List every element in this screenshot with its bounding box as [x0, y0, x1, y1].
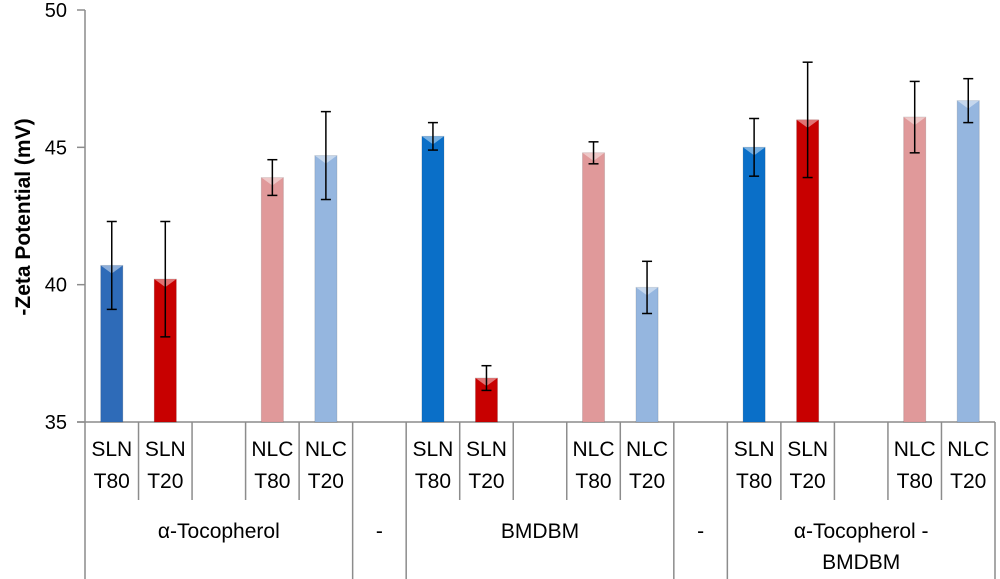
y-tick-label: 35 [45, 412, 67, 434]
category-label: T20 [468, 470, 504, 493]
bar-shading [582, 152, 605, 422]
category-label: T80 [94, 470, 130, 493]
category-label: T80 [254, 470, 290, 493]
group-label: - [376, 520, 383, 543]
category-label: NLC [573, 438, 615, 461]
category-label: SLN [91, 438, 132, 461]
category-label: T20 [629, 470, 665, 493]
category-label: NLC [626, 438, 668, 461]
group-label: - [697, 520, 704, 543]
category-label: SLN [413, 438, 454, 461]
bar-shading [743, 147, 766, 423]
category-label: SLN [466, 438, 507, 461]
y-tick-label: 50 [45, 0, 67, 22]
bar-shading [475, 378, 498, 422]
category-label: T20 [147, 470, 183, 493]
y-axis-label: -Zeta Potential (mV) [12, 118, 35, 315]
bar-shading [154, 279, 177, 422]
category-label: SLN [787, 438, 828, 461]
bar-shading [903, 117, 926, 423]
group-label: BMDBM [501, 520, 579, 543]
y-tick-label: 40 [45, 275, 67, 297]
category-label: T20 [308, 470, 344, 493]
category-label: T80 [415, 470, 451, 493]
category-label: T80 [897, 470, 933, 493]
bar-shading [636, 287, 659, 422]
category-label: NLC [305, 438, 347, 461]
bar-shading [957, 100, 980, 422]
category-label: NLC [894, 438, 936, 461]
group-label: α-Tocopherol [158, 520, 280, 543]
category-label: T20 [790, 470, 826, 493]
category-label: T80 [736, 470, 772, 493]
y-tick-label: 45 [45, 137, 67, 159]
group-label: α-Tocopherol - [794, 520, 929, 543]
category-label: T20 [950, 470, 986, 493]
category-label: T80 [575, 470, 611, 493]
group-label: BMDBM [822, 551, 900, 574]
category-label: NLC [947, 438, 989, 461]
bar-shading [314, 155, 337, 422]
bar-shading [796, 119, 819, 422]
category-label: NLC [251, 438, 293, 461]
bar-shading [421, 136, 444, 422]
bar-shading [261, 177, 284, 422]
category-label: SLN [145, 438, 186, 461]
category-label: SLN [734, 438, 775, 461]
bar-shading [100, 265, 123, 422]
